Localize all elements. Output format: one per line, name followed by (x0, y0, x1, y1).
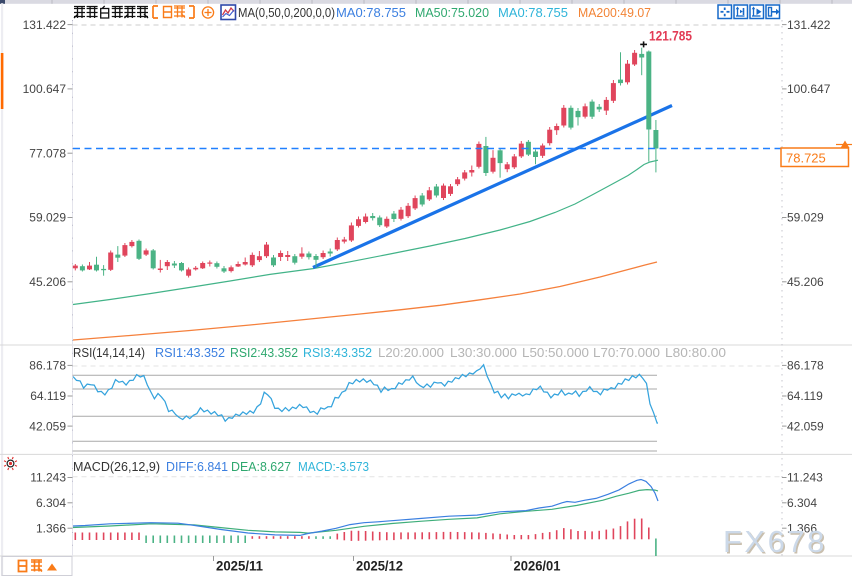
svg-text:L80:80.00: L80:80.00 (665, 346, 726, 360)
svg-text:MACD(26,12,9): MACD(26,12,9) (73, 460, 160, 474)
svg-text:86.178: 86.178 (29, 359, 66, 373)
svg-text:131.422: 131.422 (23, 18, 67, 32)
svg-text:64.119: 64.119 (30, 389, 66, 403)
svg-text:MA(0,50,0,200,0,0): MA(0,50,0,200,0,0) (238, 6, 335, 20)
svg-text:6.304: 6.304 (787, 496, 817, 510)
svg-text:11.243: 11.243 (787, 471, 823, 485)
svg-text:2025/11: 2025/11 (216, 559, 263, 574)
svg-text:86.178: 86.178 (787, 359, 824, 373)
svg-text:DIFF:6.841: DIFF:6.841 (166, 460, 228, 474)
svg-text:RSI2:43.352: RSI2:43.352 (230, 346, 298, 360)
svg-text:59.029: 59.029 (787, 211, 824, 225)
svg-text:MA0:78.755: MA0:78.755 (336, 6, 406, 20)
svg-text:59.029: 59.029 (29, 211, 66, 225)
svg-text:131.422: 131.422 (787, 18, 831, 32)
svg-text:78.725: 78.725 (786, 151, 826, 166)
svg-text:42.059: 42.059 (787, 419, 824, 433)
svg-text:MACD:-3.573: MACD:-3.573 (298, 460, 369, 474)
svg-text:RSI(14,14,14): RSI(14,14,14) (73, 346, 145, 360)
svg-text:RSI3:43.352: RSI3:43.352 (303, 346, 372, 360)
svg-text:L70:70.000: L70:70.000 (593, 346, 660, 360)
svg-text:6.304: 6.304 (36, 496, 66, 510)
svg-text:DEA:8.627: DEA:8.627 (231, 460, 291, 474)
svg-text:RSI1:43.352: RSI1:43.352 (155, 346, 225, 360)
svg-text:77.078: 77.078 (29, 146, 66, 160)
svg-text:11.243: 11.243 (30, 471, 66, 485)
svg-text:1.366: 1.366 (787, 521, 817, 535)
svg-text:2025/12: 2025/12 (356, 559, 403, 574)
svg-text:MA200:49.07: MA200:49.07 (578, 6, 651, 20)
svg-text:L50:50.000: L50:50.000 (522, 346, 589, 360)
svg-text:121.785: 121.785 (649, 29, 692, 44)
svg-text:L20:20.000: L20:20.000 (378, 346, 444, 360)
svg-text:MA50:75.020: MA50:75.020 (415, 6, 489, 20)
svg-text:100.647: 100.647 (23, 82, 67, 96)
svg-text:MA0:78.755: MA0:78.755 (498, 6, 568, 20)
svg-text:64.119: 64.119 (787, 389, 823, 403)
svg-text:45.206: 45.206 (29, 275, 66, 289)
svg-text:100.647: 100.647 (787, 82, 831, 96)
svg-text:1.366: 1.366 (36, 521, 66, 535)
svg-text:FX678: FX678 (725, 526, 829, 561)
svg-text:L30:30.000: L30:30.000 (450, 346, 517, 360)
svg-text:2026/01: 2026/01 (514, 559, 561, 574)
svg-text:42.059: 42.059 (29, 419, 66, 433)
svg-text:FX678: FX678 (723, 524, 827, 559)
svg-text:45.206: 45.206 (787, 275, 824, 289)
